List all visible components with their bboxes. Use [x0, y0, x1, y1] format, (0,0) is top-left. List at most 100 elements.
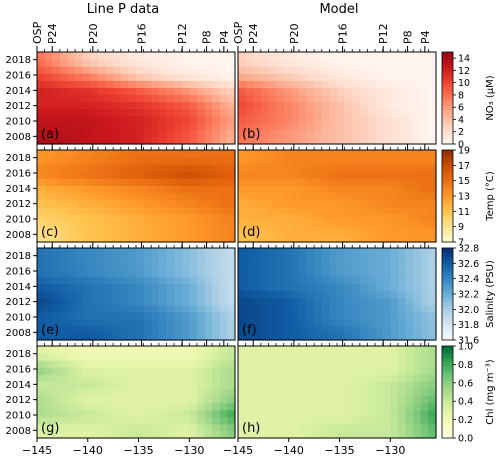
- panel-a-cell: [113, 66, 122, 74]
- panel-c-cell: [75, 234, 84, 243]
- panel-c-cell: [158, 178, 168, 186]
- panel-e-cell: [120, 269, 129, 277]
- panel-c-cell: [151, 199, 160, 208]
- panel-a-cell: [113, 108, 122, 117]
- panel-c-cell: [136, 192, 145, 201]
- panel-g-cell: [204, 395, 213, 404]
- panel-d-cell: [298, 185, 308, 194]
- panel-g-cell: [75, 367, 84, 375]
- panel-c-cell: [189, 157, 198, 165]
- panel-f-cell: [283, 262, 292, 270]
- colorbar-segment: [442, 67, 453, 72]
- panel-d-cell: [245, 164, 254, 172]
- panel-a-cell: [212, 115, 221, 124]
- panel-f-cell: [375, 290, 384, 299]
- panel-f-cell: [268, 290, 277, 299]
- panel-c-cell: [59, 220, 69, 229]
- panel-e-cell: [90, 290, 99, 299]
- panel-d-cell: [405, 213, 414, 222]
- panel-c-cell: [181, 220, 190, 229]
- panel-d-cell: [253, 234, 262, 243]
- panel-h-cell: [405, 367, 414, 375]
- panel-g-cell: [90, 416, 99, 425]
- panel-d-cell: [306, 220, 315, 229]
- panel-b-cell: [344, 115, 353, 124]
- panel-h-cell: [238, 416, 247, 425]
- panel-e-cell: [75, 311, 84, 320]
- panel-d-cell: [283, 206, 292, 215]
- panel-h-cell: [306, 402, 315, 411]
- panel-e-cell: [151, 297, 160, 306]
- panel-g-cell: [128, 409, 137, 418]
- panel-f-cell: [253, 332, 262, 341]
- panel-a-cell: [120, 66, 129, 74]
- panel-b-cell: [253, 136, 262, 145]
- panel-d-cell: [382, 227, 391, 236]
- panel-c-cell: [136, 199, 145, 208]
- panel-a-cell: [37, 129, 46, 138]
- panel-a-cell: [113, 73, 122, 81]
- station-label: P20: [87, 23, 100, 44]
- panel-f-cell: [375, 332, 384, 341]
- panel-c-cell: [212, 178, 221, 186]
- panel-f-cell: [405, 311, 414, 320]
- panel-d-cell: [238, 192, 247, 201]
- panel-e-cell: [166, 262, 175, 270]
- panel-f-cell: [321, 262, 330, 270]
- panel-a-cell: [189, 73, 198, 81]
- panel-b-cell: [245, 129, 254, 138]
- panel-e-cell: [105, 262, 114, 270]
- panel-g-cell: [75, 346, 84, 354]
- colorbar-tick-label: 0.8: [458, 360, 473, 371]
- panel-g-cell: [120, 346, 129, 354]
- panel-g-cell: [82, 374, 91, 382]
- panel-b-cell: [245, 66, 254, 74]
- panel-c-cell: [82, 220, 91, 229]
- panel-b-cell: [344, 59, 353, 67]
- panel-c-cell: [90, 178, 99, 186]
- panel-d-cell: [314, 185, 323, 194]
- panel-f-cell: [352, 283, 361, 292]
- panel-c-cell: [37, 171, 46, 179]
- colorbar-segment: [442, 94, 453, 99]
- panel-h-cell: [375, 388, 384, 397]
- panel-a-cell: [128, 101, 137, 110]
- panel-a-cell: [52, 80, 61, 88]
- panel-e-cell: [37, 318, 46, 327]
- panel-a-cell: [128, 66, 137, 74]
- panel-g-cell: [67, 430, 76, 439]
- panel-f-cell: [253, 318, 262, 327]
- colorbar-segment: [442, 169, 453, 174]
- panel-e-cell: [44, 255, 53, 263]
- panel-c-cell: [82, 213, 91, 222]
- colorbar-segment: [442, 101, 453, 107]
- colorbar-segment: [442, 150, 453, 155]
- panel-b-cell: [413, 80, 422, 88]
- panel-b-cell: [314, 115, 323, 124]
- panel-e-cell: [151, 276, 160, 284]
- panel-d-cell: [390, 178, 399, 186]
- panel-e-cell: [204, 311, 213, 320]
- panel-h-cell: [268, 360, 277, 368]
- panel-d-cell: [344, 234, 353, 243]
- panel-a-cell: [113, 80, 122, 88]
- panel-d-cell: [382, 157, 391, 165]
- panel-f-cell: [397, 255, 407, 263]
- panel-g-cell: [189, 416, 198, 425]
- panel-g-cell: [219, 409, 228, 418]
- panel-b-cell: [268, 66, 277, 74]
- panel-h-cell: [359, 367, 369, 375]
- panel-a-cell: [143, 136, 152, 145]
- panel-c-cell: [158, 234, 168, 243]
- panel-b-cell: [268, 94, 277, 103]
- panel-f-cell: [298, 325, 308, 334]
- panel-h-cell: [337, 423, 346, 432]
- panel-e-cell: [158, 269, 168, 277]
- panel-d-cell: [359, 213, 369, 222]
- panel-a-cell: [75, 101, 84, 110]
- panel-b-cell: [367, 122, 376, 131]
- panel-h-cell: [238, 367, 247, 375]
- panel-g-cell: [44, 346, 53, 354]
- panel-h-cell: [306, 367, 315, 375]
- panel-f-cell: [382, 304, 391, 313]
